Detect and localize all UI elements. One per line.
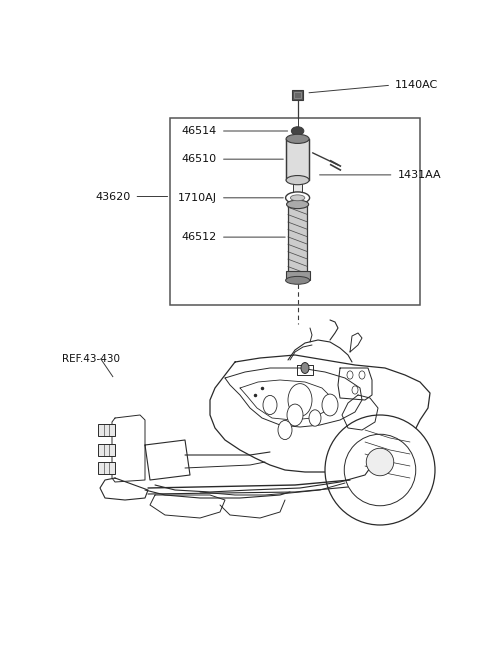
Bar — [170, 118, 420, 305]
Circle shape — [263, 396, 277, 415]
Text: REF.43-430: REF.43-430 — [62, 354, 120, 364]
Bar — [288, 204, 307, 272]
Ellipse shape — [286, 134, 309, 143]
Bar — [98, 444, 115, 456]
Text: 1140AC: 1140AC — [395, 80, 438, 90]
Circle shape — [301, 362, 309, 373]
Circle shape — [322, 394, 338, 416]
Text: 1710AJ: 1710AJ — [178, 193, 217, 203]
Circle shape — [278, 421, 292, 440]
Bar — [288, 204, 307, 272]
Circle shape — [359, 371, 365, 379]
Ellipse shape — [325, 415, 435, 525]
Bar — [293, 180, 302, 193]
Ellipse shape — [290, 195, 305, 200]
Text: 46514: 46514 — [182, 126, 217, 136]
Text: 46510: 46510 — [182, 154, 217, 164]
Ellipse shape — [286, 276, 310, 284]
Text: 46512: 46512 — [182, 232, 217, 242]
Circle shape — [288, 384, 312, 417]
Ellipse shape — [287, 200, 309, 208]
Circle shape — [347, 371, 353, 379]
Bar — [286, 271, 310, 280]
Text: 43620: 43620 — [96, 191, 131, 202]
Bar — [98, 462, 115, 474]
Bar — [292, 90, 303, 100]
Circle shape — [352, 386, 358, 394]
Ellipse shape — [286, 176, 309, 185]
Bar — [98, 424, 115, 436]
Bar — [294, 92, 301, 98]
Text: 1431AA: 1431AA — [397, 170, 441, 180]
Circle shape — [309, 410, 321, 426]
Ellipse shape — [291, 126, 304, 136]
Ellipse shape — [366, 448, 394, 476]
Ellipse shape — [344, 434, 416, 506]
Bar — [286, 139, 309, 180]
Bar — [286, 139, 309, 180]
Circle shape — [287, 404, 303, 426]
Ellipse shape — [286, 192, 310, 204]
